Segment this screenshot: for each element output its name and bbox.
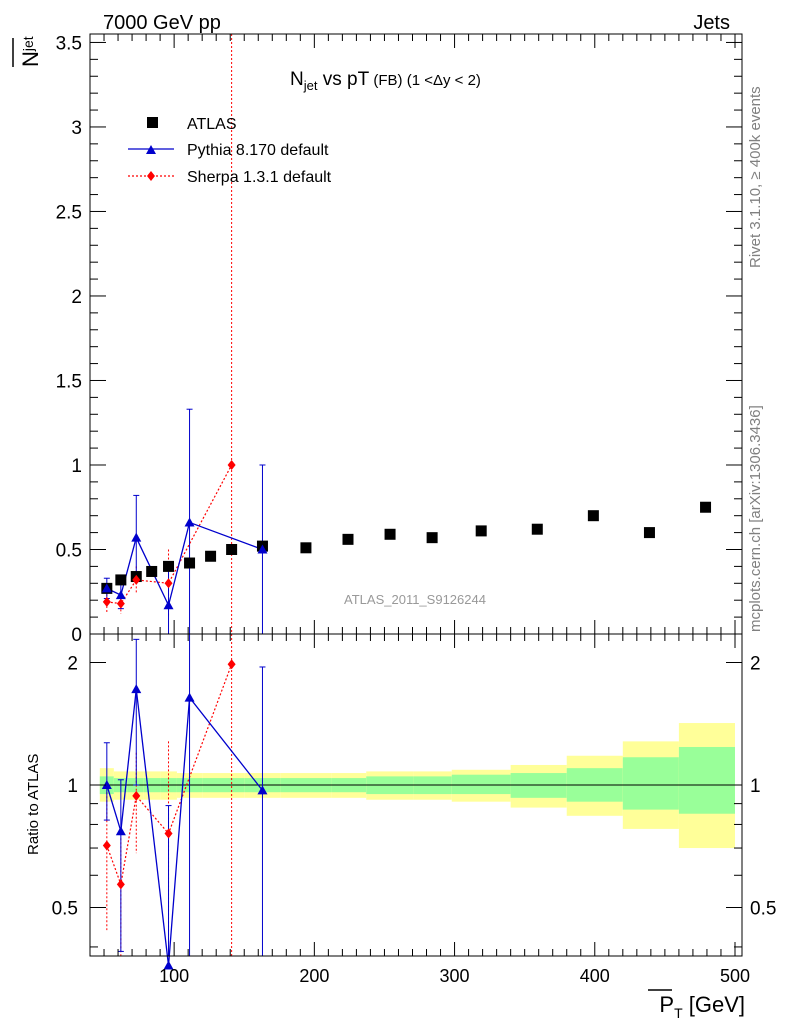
sherpa-ratio-point <box>102 840 111 851</box>
main-y-tick-label: 2.5 <box>56 202 82 223</box>
ratio-y-tick-label-right: 0.5 <box>750 898 776 919</box>
sherpa-data-point <box>164 578 173 589</box>
main-plot-marks <box>101 34 712 634</box>
ratio-y-tick-label-right: 2 <box>750 654 761 675</box>
analysis-watermark: ATLAS_2011_S9126244 <box>344 592 486 607</box>
legend-item-pythia: Pythia 8.170 default <box>128 142 329 159</box>
svg-text:PT [GeV]: PT [GeV] <box>659 992 745 1021</box>
x-tick-label: 200 <box>299 966 329 986</box>
atlas-data-point <box>643 527 655 539</box>
plot-title: Njet vs pT (FB) (1 <Δy < 2) <box>290 69 481 93</box>
ratio-y-tick-label: 1 <box>67 776 78 797</box>
legend: ATLAS Pythia 8.170 default Sherpa 1.3.1 … <box>128 116 332 186</box>
ratio-y-axis-label: Ratio to ATLAS <box>25 754 42 855</box>
ratio-band-inner <box>622 757 679 810</box>
legend-item-sherpa: Sherpa 1.3.1 default <box>128 169 332 186</box>
ratio-y-tick-label-right: 1 <box>750 776 761 797</box>
pythia-data-point <box>101 583 112 593</box>
pythia-data-point <box>131 532 142 542</box>
legend-item-atlas: ATLAS <box>147 116 237 133</box>
mcplots-info-text: mcplots.cern.ch [arXiv:1306.3436] <box>747 405 764 632</box>
pythia-data-point <box>257 544 268 554</box>
atlas-data-point <box>426 532 438 544</box>
x-tick-label: 100 <box>159 966 189 986</box>
ratio-band-inner <box>678 746 735 814</box>
ratio-axis-ticks: 100 200 300 400 500 0.5 0.5 1 1 2 2 <box>52 634 776 986</box>
atlas-data-point <box>384 528 396 540</box>
pythia-ratio-point <box>131 684 142 694</box>
sherpa-ratio-point <box>116 879 125 890</box>
legend-label-pythia: Pythia 8.170 default <box>187 142 329 159</box>
pythia-ratio-point <box>184 692 195 702</box>
pythia-ratio-point <box>257 785 268 795</box>
atlas-data-point <box>146 565 158 577</box>
pythia-data-point <box>115 590 126 600</box>
header-process-label: Jets <box>693 12 730 34</box>
atlas-data-point <box>226 543 238 555</box>
sherpa-data-point <box>227 459 236 470</box>
atlas-data-point <box>531 523 543 535</box>
legend-label-atlas: ATLAS <box>187 116 237 133</box>
svg-text:Njet: Njet <box>18 36 43 67</box>
x-tick-label: 300 <box>440 966 470 986</box>
legend-label-sherpa: Sherpa 1.3.1 default <box>187 169 332 186</box>
main-y-tick-label: 0.5 <box>56 540 82 561</box>
ratio-plot-frame <box>89 633 743 957</box>
x-tick-label: 400 <box>580 966 610 986</box>
legend-marker-square <box>147 117 158 128</box>
pythia-ratio-point <box>115 826 126 836</box>
sherpa-data-point <box>116 598 125 609</box>
atlas-data-point <box>342 533 354 545</box>
ratio-y-tick-label: 0.5 <box>52 898 78 919</box>
atlas-data-point <box>184 557 196 569</box>
ratio-plot-marks <box>90 634 742 970</box>
main-y-tick-label: 3 <box>71 118 82 139</box>
sherpa-data-point <box>102 596 111 607</box>
header-energy-label: 7000 GeV pp <box>103 12 221 34</box>
main-y-tick-label: 3.5 <box>56 33 82 54</box>
atlas-data-point <box>300 542 312 554</box>
pythia-ratio-line <box>106 689 263 966</box>
sherpa-ratio-point <box>164 828 173 839</box>
sherpa-line <box>106 464 233 605</box>
sherpa-ratio-point <box>132 790 141 801</box>
ratio-y-tick-label: 2 <box>67 654 78 675</box>
main-y-axis-label: Njet <box>12 36 43 67</box>
legend-marker-triangle <box>146 145 156 154</box>
main-y-tick-label: 2 <box>71 287 82 308</box>
atlas-data-point <box>587 510 599 522</box>
ratio-band-inner <box>451 774 511 795</box>
atlas-data-point <box>700 501 712 513</box>
sherpa-ratio-point <box>227 659 236 670</box>
main-y-tick-label: 1.5 <box>56 371 82 392</box>
atlas-data-point <box>115 574 127 586</box>
atlas-data-point <box>163 560 175 572</box>
main-y-tick-label: 0 <box>71 625 82 646</box>
x-axis-label: PT [GeV] <box>648 989 745 1021</box>
sherpa-data-point <box>132 574 141 585</box>
pythia-ratio-point <box>163 960 174 970</box>
pythia-data-point <box>163 600 174 610</box>
rivet-info-text: Rivet 3.1.10, ≥ 400k events <box>747 86 764 268</box>
pythia-data-point <box>184 517 195 527</box>
atlas-data-point <box>205 550 217 562</box>
pythia-ratio-point <box>101 779 112 789</box>
main-y-tick-label: 1 <box>71 456 82 477</box>
main-axis-ticks: 0 0.5 1 1.5 2 2.5 3 3.5 <box>56 33 742 646</box>
legend-marker-diamond <box>147 171 155 181</box>
atlas-data-point <box>475 525 487 537</box>
x-tick-label: 500 <box>720 966 750 986</box>
